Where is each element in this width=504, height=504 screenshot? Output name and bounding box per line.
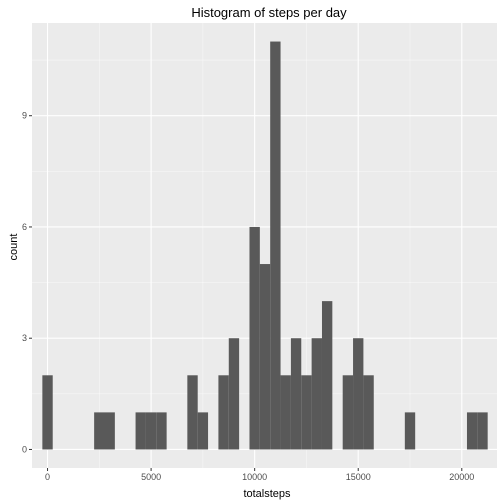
histogram-bar	[270, 41, 281, 450]
histogram-bar	[259, 264, 271, 450]
histogram-bar	[145, 412, 157, 450]
x-tick-label: 5000	[141, 472, 161, 482]
y-axis-label: count	[8, 234, 20, 261]
histogram-bar	[104, 412, 115, 450]
y-tick-label: 3	[22, 333, 27, 343]
histogram-bar	[156, 412, 167, 450]
histogram-bar	[187, 375, 198, 450]
x-tick-label: 20000	[449, 472, 474, 482]
histogram-bar	[301, 375, 312, 450]
y-tick-label: 6	[22, 222, 27, 232]
histogram-bar	[321, 301, 333, 450]
histogram-bar	[477, 412, 488, 450]
x-axis-label: totalsteps	[243, 488, 291, 500]
histogram-bar	[228, 338, 240, 450]
histogram-bar	[218, 375, 229, 450]
histogram-bar	[290, 338, 302, 450]
x-axis-ticks: 0 5000 10000 15000 20000	[45, 468, 474, 482]
histogram-bar	[342, 375, 354, 450]
chart-title: Histogram of steps per day	[191, 5, 347, 20]
histogram-bar	[94, 412, 105, 450]
y-axis-ticks: 0 3 6 9	[22, 111, 32, 454]
y-tick-label: 0	[22, 444, 27, 454]
histogram-bar	[311, 338, 322, 450]
histogram-bar	[135, 412, 146, 450]
x-tick-label: 0	[45, 472, 50, 482]
histogram-bar	[404, 412, 416, 450]
histogram-bar	[363, 375, 374, 450]
histogram-bar	[197, 412, 209, 450]
y-tick-label: 9	[22, 111, 27, 121]
histogram-bar	[42, 375, 53, 450]
histogram-bar	[353, 338, 364, 450]
x-tick-label: 10000	[242, 472, 267, 482]
histogram-bar	[280, 375, 291, 450]
x-tick-label: 15000	[346, 472, 371, 482]
histogram-bars	[42, 41, 488, 450]
histogram-bar	[466, 412, 478, 450]
histogram-bar	[249, 226, 260, 450]
